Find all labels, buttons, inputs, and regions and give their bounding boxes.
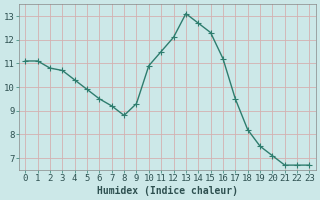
X-axis label: Humidex (Indice chaleur): Humidex (Indice chaleur) <box>97 186 238 196</box>
